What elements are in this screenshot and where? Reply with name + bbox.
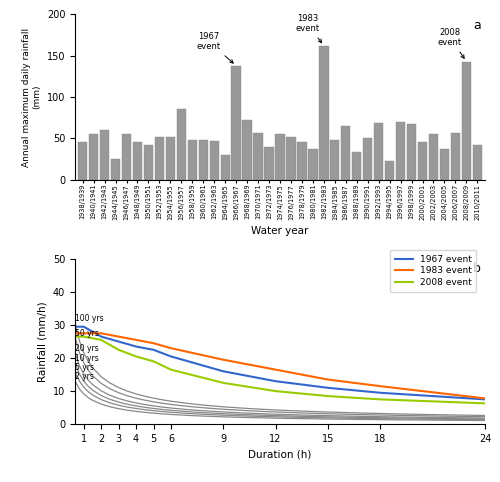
- 1967 event: [80, 324, 86, 330]
- 1983 event: [325, 376, 331, 382]
- 2008 event: [72, 334, 78, 339]
- Bar: [276, 134, 284, 180]
- Bar: [122, 134, 131, 180]
- Line: 1967 event: 1967 event: [75, 327, 485, 400]
- Bar: [396, 122, 405, 180]
- 2008 event: [150, 359, 156, 364]
- Legend: 1967 event, 1983 event, 2008 event: 1967 event, 1983 event, 2008 event: [390, 250, 476, 292]
- Y-axis label: Rainfall (mm/h): Rainfall (mm/h): [38, 301, 48, 382]
- 1983 event: [150, 340, 156, 346]
- Text: 5 yrs: 5 yrs: [76, 362, 94, 372]
- Bar: [462, 62, 471, 180]
- 1967 event: [325, 385, 331, 391]
- Y-axis label: Annual maximum daily rainfall
(mm): Annual maximum daily rainfall (mm): [22, 27, 41, 167]
- 2008 event: [272, 388, 278, 394]
- Text: b: b: [473, 262, 481, 275]
- 1967 event: [150, 347, 156, 353]
- 1967 event: [220, 368, 226, 374]
- 1983 event: [272, 367, 278, 373]
- Bar: [155, 137, 164, 180]
- Bar: [308, 149, 318, 180]
- X-axis label: Water year: Water year: [252, 226, 308, 236]
- 1983 event: [220, 357, 226, 362]
- 1967 event: [72, 324, 78, 330]
- Text: 2 yrs: 2 yrs: [76, 372, 94, 381]
- Text: 20 yrs: 20 yrs: [76, 344, 99, 353]
- 1967 event: [272, 378, 278, 384]
- 1983 event: [378, 383, 384, 389]
- 2008 event: [220, 380, 226, 386]
- Bar: [440, 149, 449, 180]
- Bar: [298, 143, 306, 180]
- Bar: [89, 134, 99, 180]
- 1967 event: [482, 397, 488, 402]
- 1967 event: [98, 334, 104, 339]
- Bar: [133, 143, 142, 180]
- 1983 event: [482, 396, 488, 402]
- Bar: [286, 137, 296, 180]
- Bar: [352, 151, 362, 180]
- Text: 1983
event: 1983 event: [296, 13, 322, 43]
- Bar: [264, 147, 274, 180]
- 2008 event: [325, 393, 331, 399]
- Line: 2008 event: 2008 event: [75, 336, 485, 403]
- Bar: [330, 140, 340, 180]
- 2008 event: [168, 367, 174, 373]
- Bar: [78, 142, 88, 180]
- 2008 event: [482, 401, 488, 406]
- Text: 1967
event: 1967 event: [196, 32, 234, 63]
- Bar: [418, 143, 427, 180]
- 1967 event: [116, 339, 121, 345]
- Bar: [429, 134, 438, 180]
- Bar: [374, 123, 384, 180]
- 2008 event: [378, 397, 384, 402]
- Bar: [144, 145, 153, 180]
- 2008 event: [98, 337, 104, 343]
- Text: 10 yrs: 10 yrs: [76, 354, 99, 363]
- Bar: [254, 133, 262, 180]
- 1983 event: [133, 337, 139, 343]
- Bar: [319, 46, 328, 180]
- Bar: [450, 134, 460, 180]
- 1967 event: [133, 344, 139, 349]
- 1983 event: [168, 345, 174, 351]
- Bar: [188, 140, 197, 180]
- Bar: [176, 109, 186, 180]
- 2008 event: [133, 353, 139, 359]
- Bar: [210, 141, 219, 180]
- Text: a: a: [473, 19, 481, 32]
- X-axis label: Duration (h): Duration (h): [248, 449, 312, 459]
- 1983 event: [116, 334, 121, 339]
- Bar: [232, 66, 241, 180]
- Bar: [198, 140, 208, 180]
- Bar: [111, 159, 120, 180]
- Text: 50 yrs: 50 yrs: [76, 329, 99, 337]
- Text: 2008
event: 2008 event: [438, 27, 464, 58]
- 1967 event: [378, 390, 384, 396]
- 1967 event: [168, 353, 174, 359]
- Bar: [341, 126, 350, 180]
- 2008 event: [116, 347, 121, 353]
- Bar: [385, 161, 394, 180]
- 2008 event: [80, 334, 86, 339]
- Text: 100 yrs: 100 yrs: [76, 314, 104, 323]
- Bar: [220, 155, 230, 180]
- 1983 event: [98, 330, 104, 336]
- Bar: [472, 145, 482, 180]
- Bar: [166, 137, 175, 180]
- Bar: [242, 120, 252, 180]
- Bar: [363, 138, 372, 180]
- 1983 event: [80, 330, 86, 336]
- 1983 event: [72, 330, 78, 336]
- Bar: [100, 130, 110, 180]
- Line: 1983 event: 1983 event: [75, 333, 485, 399]
- Bar: [407, 124, 416, 180]
